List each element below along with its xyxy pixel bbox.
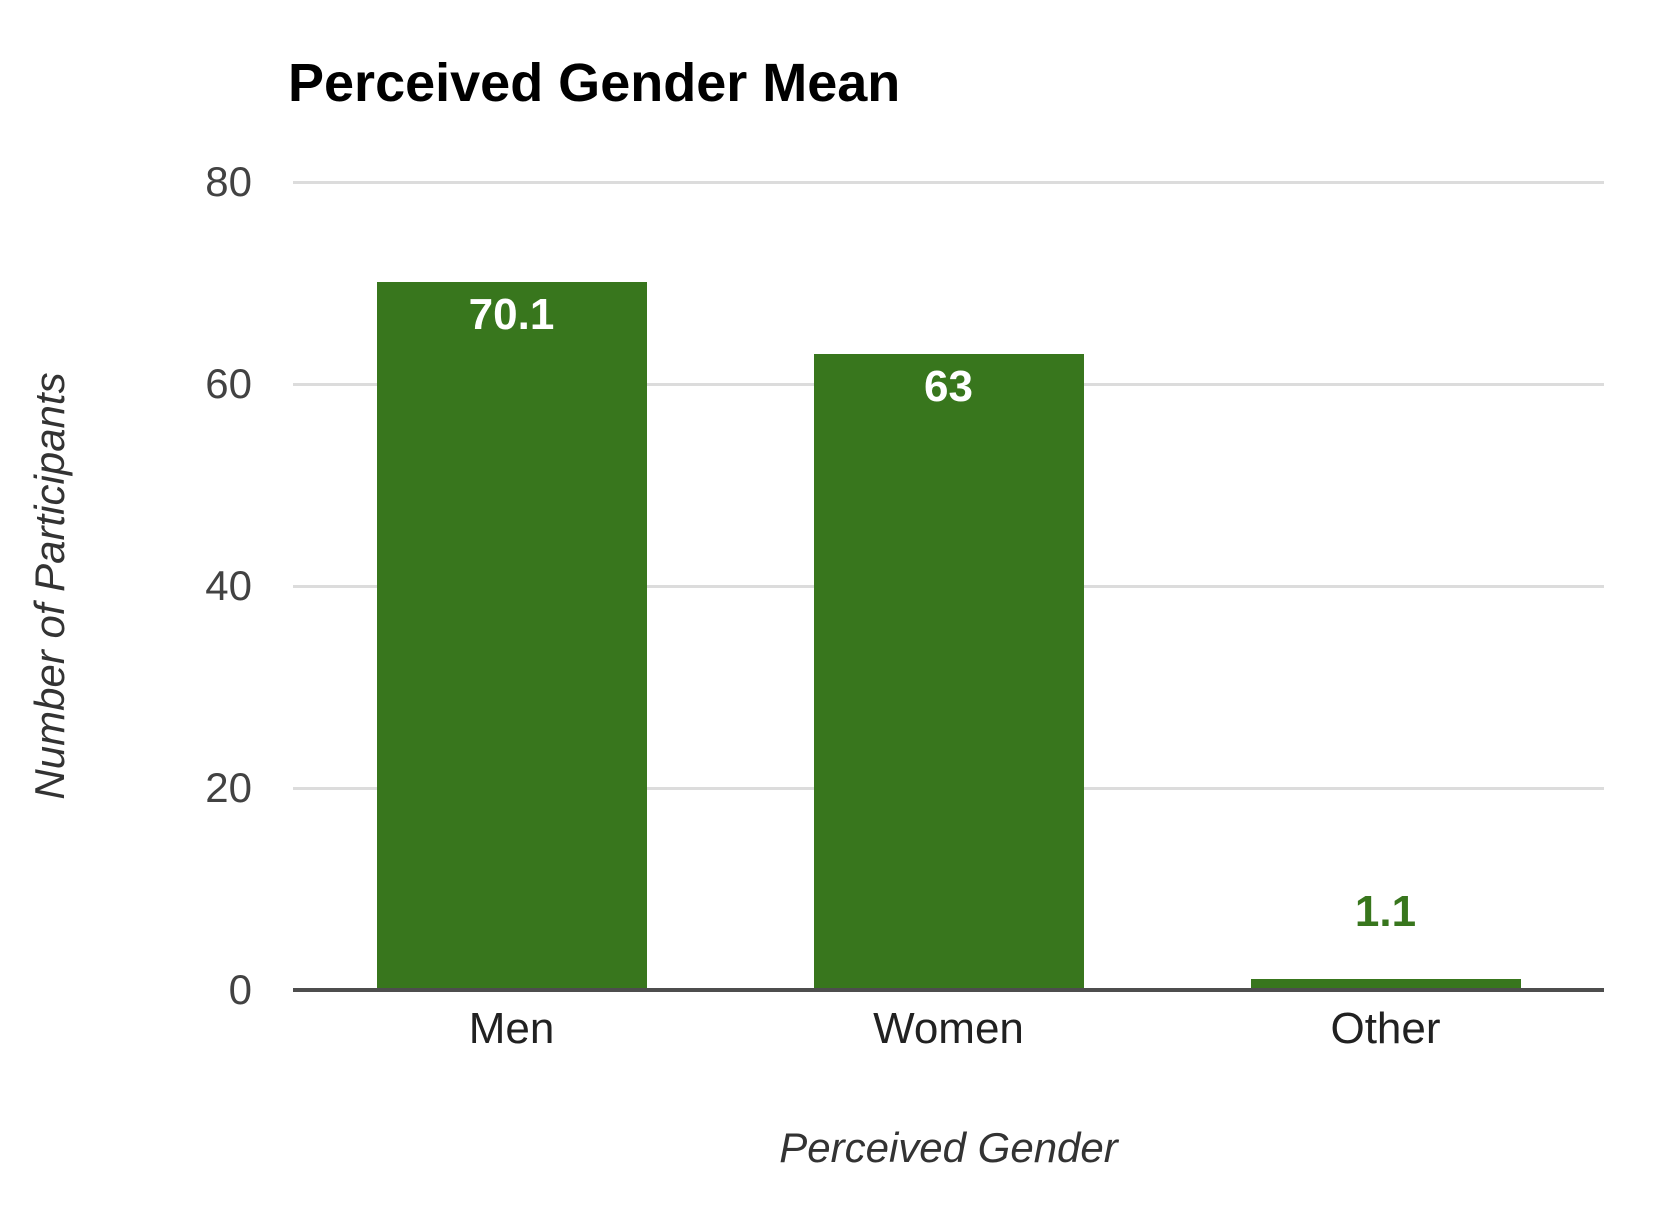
x-category-label: Men xyxy=(468,1004,555,1053)
bar xyxy=(376,281,647,990)
y-axis-title: Number of Participants xyxy=(26,372,73,800)
x-axis-title: Perceived Gender xyxy=(779,1124,1118,1171)
y-tick-label: 20 xyxy=(205,764,252,811)
plot-area: 70.1 63 1.1 xyxy=(293,181,1604,992)
bar-value-label: 63 xyxy=(924,361,973,411)
bar xyxy=(813,353,1084,990)
bar xyxy=(1250,978,1521,990)
y-tick-label: 80 xyxy=(205,158,252,205)
x-category-label: Other xyxy=(1330,1004,1441,1053)
y-tick-label: 60 xyxy=(205,360,252,407)
y-tick-label: 0 xyxy=(228,966,252,1013)
x-axis-line xyxy=(293,988,1604,992)
gridline xyxy=(293,181,1604,184)
bar-value-label: 70.1 xyxy=(468,289,555,339)
bar-value-label: 1.1 xyxy=(1354,886,1417,936)
x-category-label: Women xyxy=(873,1004,1024,1053)
chart-title: Perceived Gender Mean xyxy=(288,53,901,113)
y-tick-label: 40 xyxy=(205,562,252,609)
